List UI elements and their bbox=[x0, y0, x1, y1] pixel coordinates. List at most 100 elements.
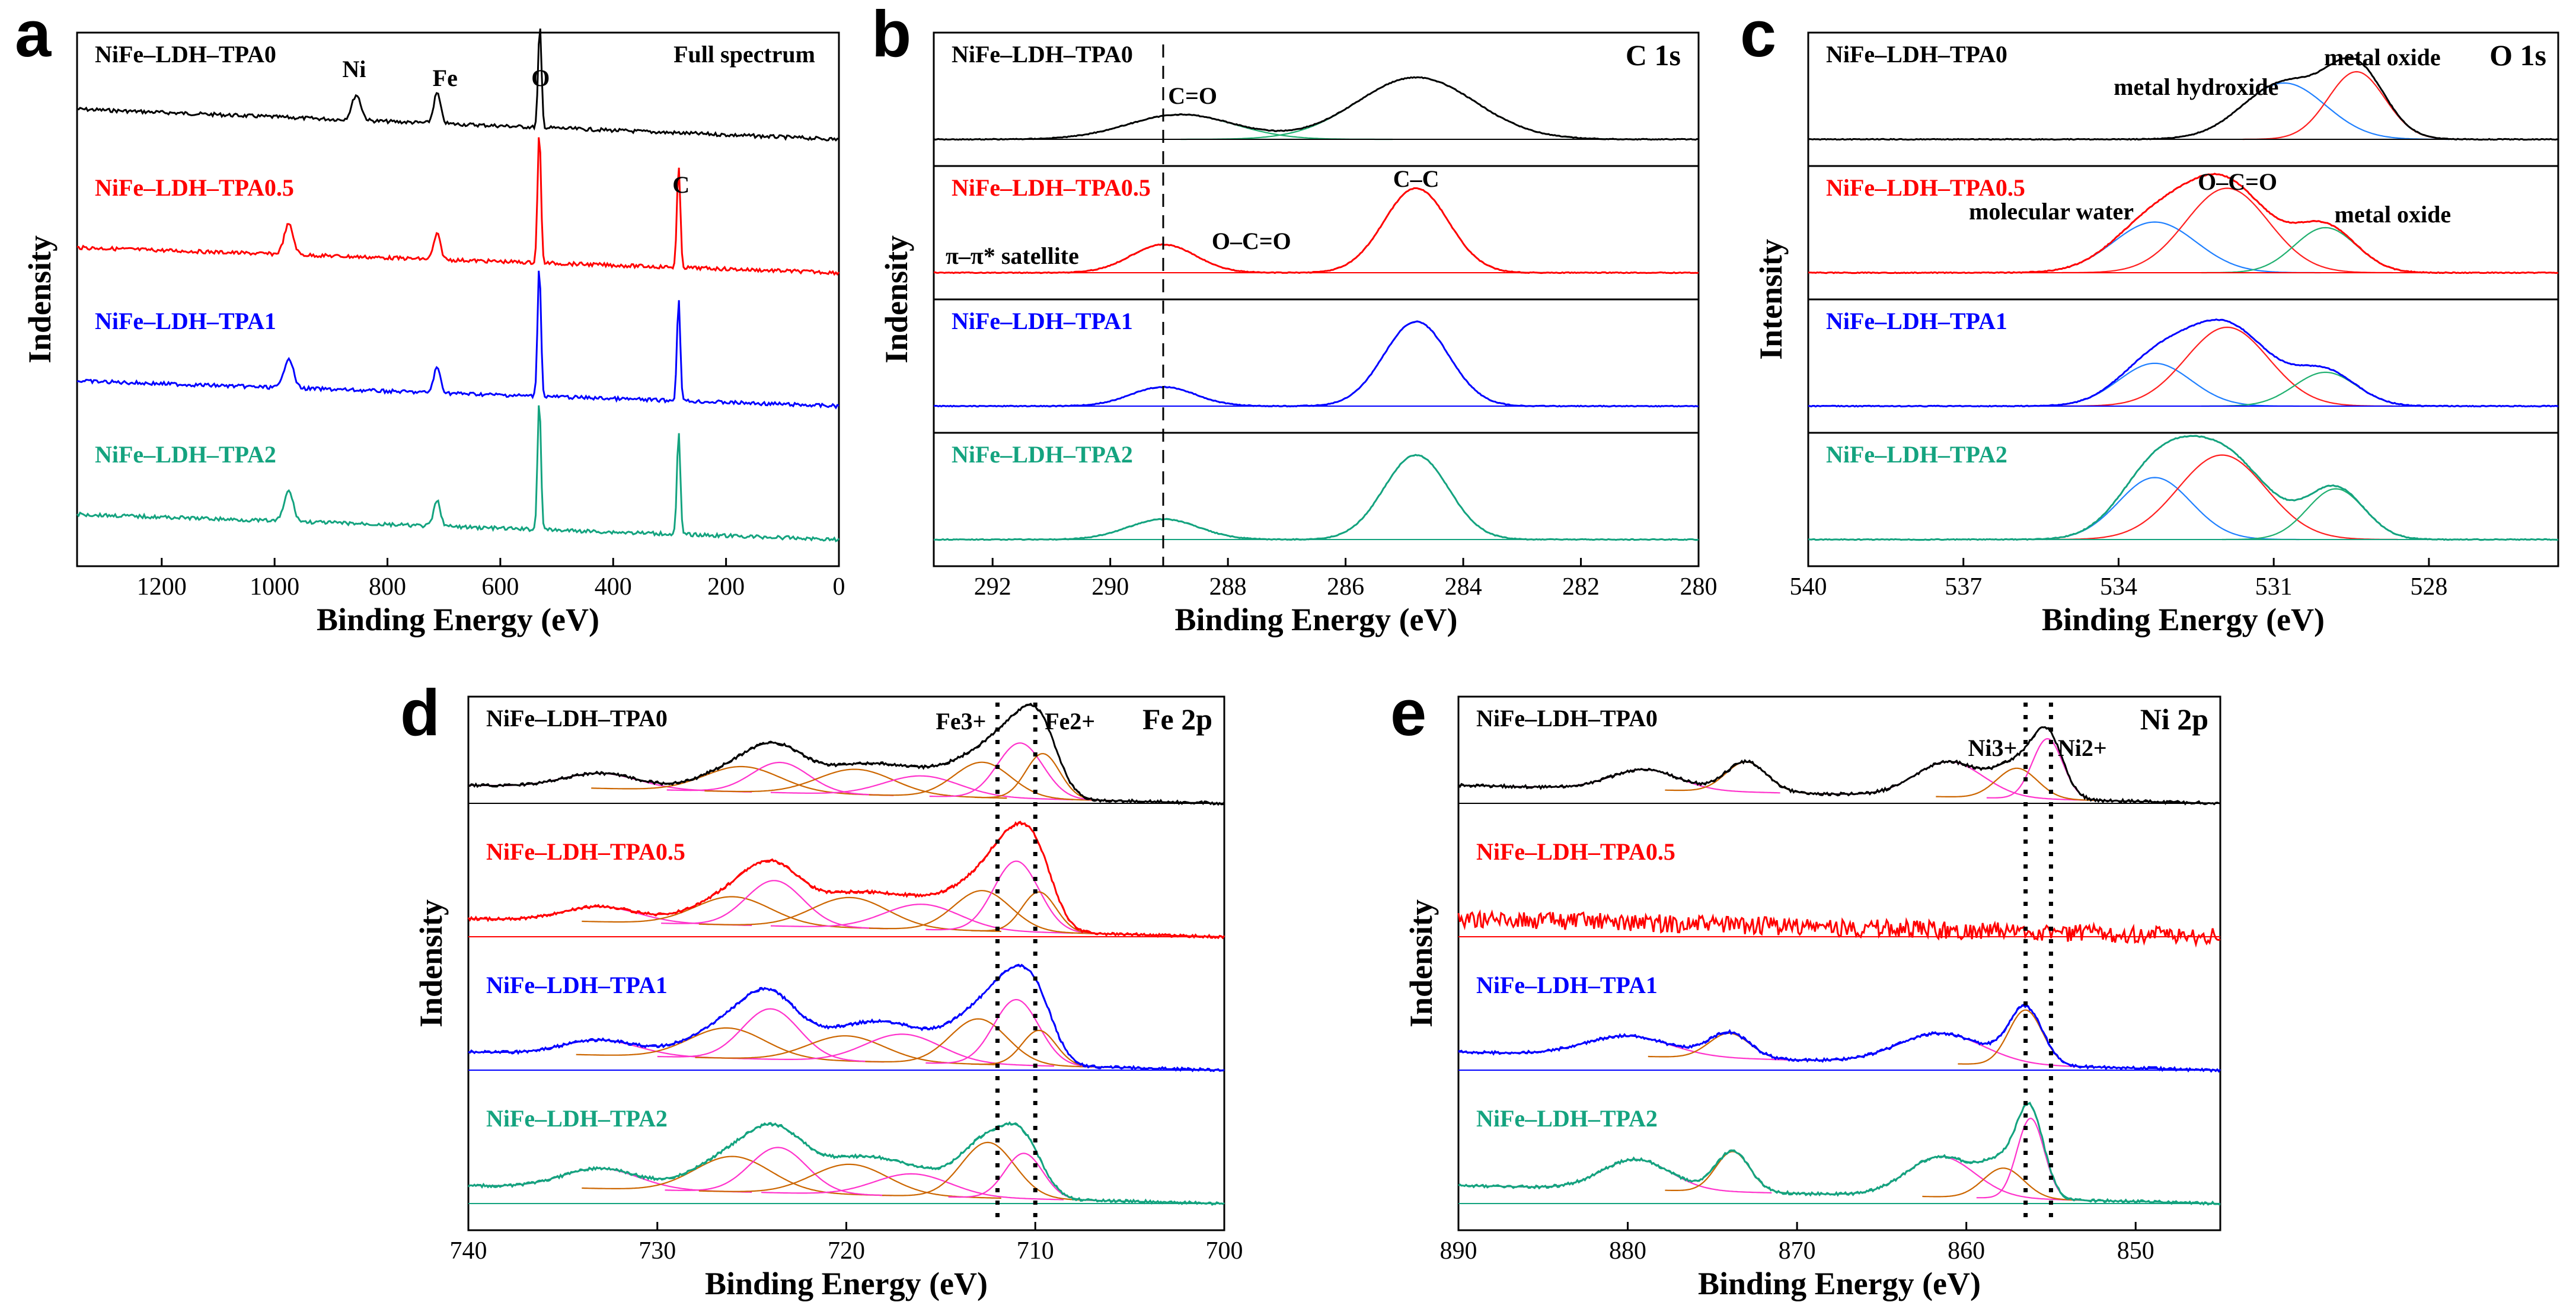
fit-component-b bbox=[1287, 187, 1546, 274]
fit-component-d bbox=[770, 775, 1074, 800]
fit-component-d bbox=[469, 1039, 752, 1059]
panel-letter-c: c bbox=[1740, 0, 1776, 71]
annotation-metal-oxide-1: metal oxide bbox=[2324, 44, 2441, 71]
fit-envelope-b bbox=[934, 321, 1699, 407]
plot-frame-a bbox=[76, 31, 840, 567]
fit-envelope-d bbox=[468, 822, 1225, 937]
fit-component-d bbox=[975, 753, 1111, 802]
x-tick-label-e: 890 bbox=[1440, 1237, 1477, 1265]
fit-envelope-c bbox=[1808, 57, 2558, 140]
series-label-d: NiFe–LDH–TPA1 bbox=[486, 972, 668, 998]
series-label-e: NiFe–LDH–TPA0.5 bbox=[1476, 838, 1675, 865]
panel-letter-d: d bbox=[400, 676, 440, 749]
x-tick-label-d: 700 bbox=[1206, 1237, 1243, 1265]
series-label-b: NiFe–LDH–TPA1 bbox=[952, 308, 1133, 334]
fit-envelope-c bbox=[1808, 173, 2558, 273]
panel-letter-b: b bbox=[872, 0, 911, 71]
y-axis-title-c: Intensity bbox=[1753, 239, 1789, 360]
x-tick-label-a: 1000 bbox=[250, 573, 299, 601]
annotation-title: Fe 2p bbox=[1142, 703, 1212, 736]
series-label-d: NiFe–LDH–TPA0 bbox=[486, 705, 668, 732]
x-axis-title-c: Binding Energy (eV) bbox=[2042, 602, 2325, 637]
fit-component-d bbox=[869, 890, 1096, 934]
x-tick-label-a: 800 bbox=[369, 573, 406, 601]
x-tick-label-c: 531 bbox=[2255, 573, 2293, 601]
fit-component-d bbox=[971, 891, 1107, 935]
fit-component-d bbox=[752, 1033, 1055, 1067]
x-axis-title-b: Binding Energy (eV) bbox=[1174, 602, 1457, 637]
panel-c: c 540 537 534 531 528 Binding Energy (eV) Inten… bbox=[1740, 0, 2559, 637]
series-line-e bbox=[1457, 726, 2221, 806]
series-label-c: NiFe–LDH–TPA2 bbox=[1826, 441, 2007, 468]
x-tick-label-b: 288 bbox=[1209, 573, 1247, 601]
x-tick-label-b: 280 bbox=[1680, 573, 1718, 601]
fit-component-e bbox=[1936, 767, 2099, 802]
x-tick-label-e: 860 bbox=[1948, 1237, 1985, 1265]
x-tick-label-a: 600 bbox=[481, 573, 519, 601]
fit-component-c bbox=[2046, 454, 2398, 541]
fit-component-e bbox=[1976, 1118, 2085, 1201]
series-label-d: NiFe–LDH–TPA0.5 bbox=[486, 838, 685, 865]
annotation-ni3: Ni3+ bbox=[1968, 735, 2018, 761]
annotation-fe3: Fe3+ bbox=[936, 708, 986, 735]
y-axis-title-e: Indensity bbox=[1403, 899, 1439, 1027]
panel-letter-a: a bbox=[15, 0, 52, 71]
x-tick-label-c: 537 bbox=[1945, 573, 1982, 601]
annotation-title: C 1s bbox=[1626, 39, 1681, 72]
x-axis-title-e: Binding Energy (eV) bbox=[1698, 1266, 1981, 1301]
series-label-c: NiFe–LDH–TPA0.5 bbox=[1826, 174, 2025, 201]
fit-component-d bbox=[865, 1018, 1092, 1068]
x-tick-label-a: 200 bbox=[707, 573, 745, 601]
fit-component-d bbox=[929, 742, 1111, 802]
fit-component-d bbox=[925, 860, 1107, 935]
fit-component-d bbox=[869, 761, 1096, 801]
annotation-title: Full spectrum bbox=[673, 41, 815, 68]
annotation-satellite: π–π* satellite bbox=[946, 242, 1079, 269]
annotation-o: O bbox=[531, 65, 550, 91]
fit-component-d bbox=[661, 880, 888, 930]
fit-envelope-d bbox=[468, 704, 1225, 804]
annotation-metal-oxide-2: metal oxide bbox=[2335, 201, 2451, 228]
fit-component-d bbox=[761, 1173, 1064, 1201]
annotation-ni2: Ni2+ bbox=[2058, 735, 2107, 761]
panel-a: a 1200 1000 800 600 400 200 0 Binding Energy (eV… bbox=[15, 0, 845, 637]
fit-component-d bbox=[469, 906, 752, 926]
x-tick-label-d: 710 bbox=[1017, 1237, 1054, 1265]
annotation-oco: O–C=O bbox=[1212, 228, 1291, 254]
annotation-title: O 1s bbox=[2489, 39, 2546, 72]
annotation-c: C bbox=[672, 171, 690, 198]
fit-envelope-e bbox=[1458, 726, 2221, 804]
fit-envelope-b bbox=[934, 187, 1699, 273]
fit-component-e bbox=[1958, 1009, 2093, 1068]
panel-e: e 890 880 870 860 850 Binding Energy (eV) Inden… bbox=[1390, 676, 2221, 1301]
annotation-oco: O–C=O bbox=[2198, 168, 2277, 195]
fit-envelope-b bbox=[934, 76, 1699, 140]
series-label-d: NiFe–LDH–TPA2 bbox=[486, 1105, 668, 1132]
fit-component-e bbox=[1648, 1032, 1811, 1061]
series-label-c: NiFe–LDH–TPA1 bbox=[1826, 308, 2007, 334]
fit-component-d bbox=[665, 1147, 892, 1196]
series-line-a bbox=[76, 28, 839, 142]
panel-b: b 292 290 288 286 284 282 280 Binding Energy (eV… bbox=[872, 0, 1718, 637]
fit-component-d bbox=[576, 1027, 879, 1063]
series-label-a: NiFe–LDH–TPA2 bbox=[95, 441, 276, 468]
series-label-e: NiFe–LDH–TPA1 bbox=[1476, 972, 1658, 998]
series-label-b: NiFe–LDH–TPA0.5 bbox=[952, 174, 1151, 201]
fit-component-d bbox=[582, 896, 885, 930]
series-line-e bbox=[1458, 1004, 2221, 1073]
fit-component-d bbox=[971, 1029, 1107, 1068]
annotation-molecular-water: molecular water bbox=[1969, 198, 2134, 225]
panel-letter-e: e bbox=[1390, 676, 1426, 749]
series-label-e: NiFe–LDH–TPA0 bbox=[1476, 705, 1658, 732]
fit-component-b bbox=[1180, 76, 1652, 141]
fit-envelope-e bbox=[1458, 1103, 2221, 1204]
fit-envelope-d bbox=[468, 965, 1225, 1071]
x-axis-title-d: Binding Energy (eV) bbox=[705, 1266, 988, 1301]
series-label-a: NiFe–LDH–TPA0 bbox=[95, 41, 276, 68]
x-tick-label-b: 292 bbox=[974, 573, 1011, 601]
annotation-ni: Ni bbox=[342, 56, 366, 82]
series-line-e bbox=[1457, 909, 2221, 948]
annotation-title: Ni 2p bbox=[2140, 703, 2208, 736]
fit-envelope-b bbox=[934, 454, 1699, 540]
